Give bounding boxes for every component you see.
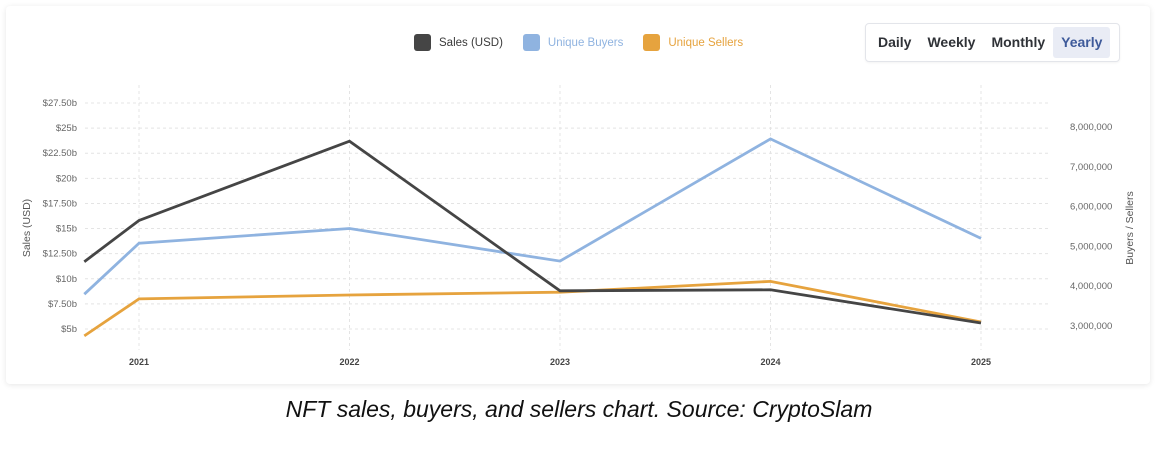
series-line-unique-sellers [83, 279, 982, 338]
right-axis-tick-label: 6,000,000 [1070, 202, 1112, 213]
left-axis-title: Sales (USD) [21, 199, 33, 257]
period-selector: Daily Weekly Monthly Yearly [865, 23, 1120, 62]
chart-legend: Sales (USD) Unique Buyers Unique Sellers [414, 34, 763, 51]
left-axis-ticks: $5b $7.50b $10b $12.50b $15b $17.50b $20b $22.5… [43, 98, 77, 335]
period-button-weekly[interactable]: Weekly [927, 34, 976, 50]
right-axis-tick-label: 5,000,000 [1070, 241, 1112, 252]
left-axis-tick-label: $15b [56, 224, 77, 235]
series-line-sales-usd [83, 139, 982, 325]
grid-layer [85, 85, 1050, 350]
x-axis-ticks: 2021 2022 2023 2024 2025 [129, 357, 991, 367]
legend-label-unique-sellers: Unique Sellers [668, 36, 744, 49]
left-axis-tick-label: $25b [56, 123, 77, 134]
legend-swatch-unique-buyers [522, 34, 540, 51]
x-axis-tick-label: 2024 [760, 357, 780, 367]
left-axis-tick-label: $27.50b [43, 98, 77, 109]
legend-swatch-unique-sellers [643, 34, 661, 51]
period-button-daily[interactable]: Daily [878, 34, 912, 50]
period-button-monthly[interactable]: Monthly [991, 34, 1046, 50]
legend-item-unique-buyers[interactable]: Unique Buyers [522, 34, 624, 51]
legend-swatch-sales [414, 34, 431, 51]
left-axis-tick-label: $12.50b [43, 249, 77, 260]
legend-label-sales: Sales (USD) [439, 36, 503, 49]
right-axis-tick-label: 8,000,000 [1070, 122, 1112, 133]
x-axis-tick-label: 2023 [550, 357, 570, 367]
period-button-yearly[interactable]: Yearly [1053, 27, 1111, 58]
left-axis-tick-label: $5b [61, 324, 77, 335]
left-axis-tick-label: $17.50b [43, 198, 77, 209]
x-axis-tick-label: 2021 [129, 357, 149, 367]
right-axis-title: Buyers / Sellers [1124, 191, 1136, 265]
right-axis-tick-label: 7,000,000 [1070, 162, 1112, 173]
left-axis-tick-label: $10b [56, 274, 77, 285]
left-axis-tick-label: $22.50b [43, 148, 77, 159]
series-line-unique-buyers [83, 137, 982, 296]
series-layer [83, 137, 982, 338]
figure-caption: NFT sales, buyers, and sellers chart. So… [285, 396, 873, 422]
right-axis-tick-label: 4,000,000 [1070, 281, 1112, 292]
left-axis-tick-label: $20b [56, 173, 77, 184]
right-axis-tick-label: 3,000,000 [1070, 321, 1112, 332]
legend-label-unique-buyers: Unique Buyers [547, 36, 624, 49]
left-axis-tick-label: $7.50b [48, 299, 77, 310]
legend-item-sales[interactable]: Sales (USD) [414, 34, 503, 51]
x-axis-tick-label: 2025 [971, 357, 991, 367]
line-chart: $5b $7.50b $10b $12.50b $15b $17.50b $20b $22.5… [21, 85, 1136, 367]
legend-item-unique-sellers[interactable]: Unique Sellers [643, 34, 743, 51]
right-axis-ticks: 3,000,000 4,000,000 5,000,000 6,000,000 7,00… [1070, 122, 1112, 332]
x-axis-tick-label: 2022 [339, 357, 359, 367]
